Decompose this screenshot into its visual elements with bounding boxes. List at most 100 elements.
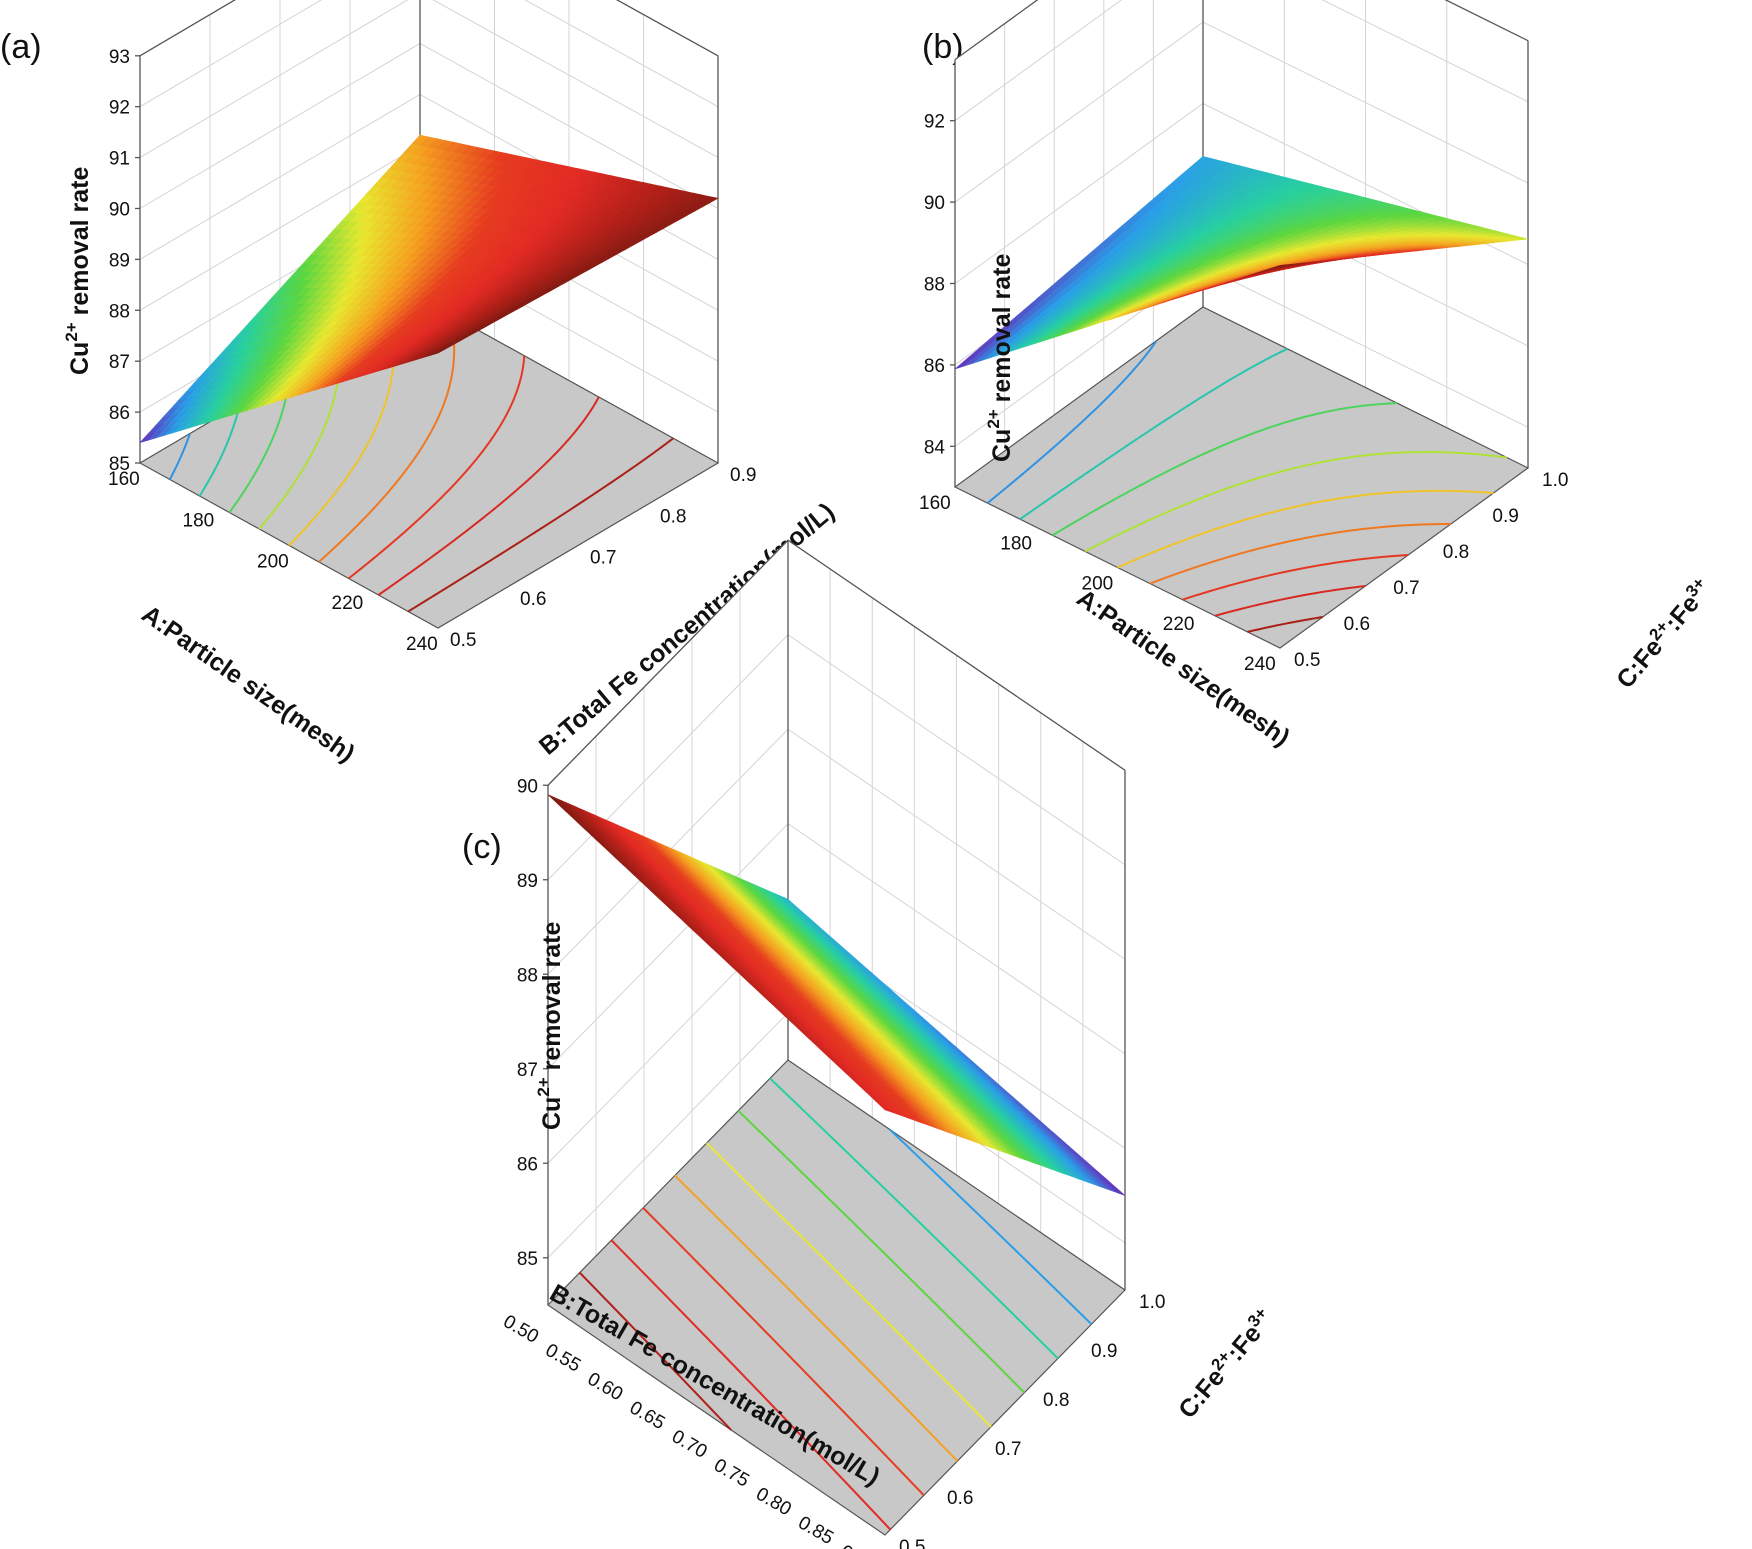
- panel-b-z-label: Cu2+ removal rate: [984, 254, 1016, 462]
- contour-line: [1117, 489, 1494, 569]
- surface-facet: [1108, 1184, 1126, 1196]
- y-tick-label: 0.5: [1294, 650, 1320, 671]
- y-tick-label: 0.5: [899, 1537, 925, 1549]
- contour-line: [578, 1271, 732, 1431]
- contour-line: [1214, 585, 1366, 617]
- z-tick-label: 90: [924, 193, 945, 214]
- z-tick-label: 88: [924, 275, 945, 296]
- x-tick-label: 0.60: [584, 1369, 627, 1406]
- left-wall: [548, 540, 788, 1305]
- contour-line: [705, 1142, 992, 1428]
- x-tick-label: 180: [1000, 533, 1032, 554]
- x-tick-label: 0.85: [794, 1512, 837, 1549]
- contour-line: [674, 1174, 959, 1462]
- z-tick-label: 92: [109, 98, 130, 119]
- panel-c: (c) 85 86 87 88 89 90 0.500.550.600.650.700.75…: [462, 539, 1280, 1549]
- panel-a-ticks: 85 86 87 88 89 90 91 92 93 160 180 200 220 240 0.5 0.6 0…: [108, 47, 756, 655]
- x-tick-label: 200: [257, 552, 289, 573]
- y-tick-label: 0.9: [1091, 1341, 1117, 1362]
- surface-facet: [1512, 236, 1529, 241]
- contour-line: [377, 396, 600, 596]
- panel-c-z-label: Cu2+ removal rate: [534, 922, 566, 1130]
- x-tick-label: 0.65: [626, 1397, 669, 1434]
- panel-c-surface: [547, 794, 1126, 1196]
- panel-c-floor: [547, 1059, 1126, 1536]
- contour-line: [642, 1207, 925, 1497]
- y-tick-label: 0.5: [450, 630, 476, 651]
- z-tick-label: 85: [517, 1249, 538, 1270]
- contour-line: [888, 1128, 1093, 1325]
- panel-c-grid: [547, 539, 1126, 1305]
- y-tick-label: 1.0: [1139, 1292, 1165, 1313]
- x-tick-label: 180: [183, 510, 215, 531]
- y-tick-label: 1.0: [1542, 470, 1568, 491]
- z-tick-label: 84: [924, 437, 946, 458]
- z-tick-label: 85: [109, 454, 130, 475]
- z-gridline: [139, 0, 719, 108]
- panel-c-y-label: C:Fe2+:Fe3+: [1172, 1304, 1280, 1424]
- z-tick-label: 90: [517, 776, 538, 797]
- z-tick-label: 86: [924, 356, 945, 377]
- y-tick-label: 0.6: [947, 1488, 973, 1509]
- z-tick-label: 89: [517, 871, 538, 892]
- z-tick-label: 88: [517, 965, 538, 986]
- z-gridline: [139, 0, 719, 159]
- panel-a-label: (a): [0, 28, 42, 66]
- x-tick-label: 0.80: [752, 1484, 795, 1521]
- z-tick-label: 87: [109, 352, 130, 373]
- panel-b-surface: [954, 156, 1529, 370]
- z-tick-label: 90: [109, 200, 130, 221]
- contour-line: [1247, 616, 1323, 633]
- y-tick-label: 0.7: [1393, 578, 1419, 599]
- panel-b-ticks: 84 86 88 90 92 160 180 200 220 240 0.5 0.6 0.7 0.8 0.9…: [919, 112, 1568, 675]
- x-tick-label: 0.90: [837, 1541, 880, 1549]
- y-tick-label: 0.8: [1443, 542, 1469, 563]
- z-tick-label: 87: [517, 1060, 538, 1081]
- panel-b-floor: [953, 306, 1530, 649]
- x-tick-label: 160: [919, 493, 951, 514]
- z-gridline: [954, 0, 1529, 122]
- x-tick-label: 160: [108, 469, 140, 490]
- y-tick-label: 0.8: [1043, 1390, 1069, 1411]
- x-tick-label: 200: [1082, 574, 1114, 595]
- y-tick-label: 0.6: [520, 589, 546, 610]
- x-tick-label: 0.55: [542, 1340, 585, 1377]
- contour-line: [1019, 347, 1288, 521]
- y-tick-label: 0.8: [660, 506, 686, 527]
- contour-line: [347, 355, 526, 580]
- left-wall: [955, 0, 1203, 487]
- contour-line: [1182, 554, 1409, 601]
- z-tick-label: 86: [109, 403, 130, 424]
- panel-a-x-label: A:Particle size(mesh): [137, 600, 360, 768]
- x-tick-label: 220: [1163, 614, 1195, 635]
- x-tick-label: 0.70: [668, 1426, 711, 1463]
- y-tick-label: 0.9: [730, 465, 756, 486]
- x-tick-label: 0.75: [710, 1455, 753, 1492]
- x-tick-label: 240: [406, 634, 438, 655]
- contour-line: [168, 433, 191, 480]
- panel-b-y-label: C:Fe2+:Fe3+: [1610, 574, 1718, 694]
- y-tick-label: 0.7: [995, 1439, 1021, 1460]
- contour-line: [1084, 450, 1508, 553]
- panel-a-z-label: Cu2+ removal rate: [62, 167, 94, 375]
- z-tick-label: 93: [109, 47, 130, 68]
- z-tick-label: 92: [924, 112, 945, 133]
- z-tick-label: 89: [109, 250, 130, 271]
- y-tick-label: 0.7: [590, 548, 616, 569]
- floor-plane: [953, 306, 1530, 649]
- x-tick-label: 220: [332, 593, 364, 614]
- z-tick-label: 86: [517, 1154, 538, 1175]
- z-tick-label: 88: [109, 301, 130, 322]
- contour-line: [1051, 402, 1398, 537]
- contour-line: [407, 437, 674, 613]
- x-tick-label: 0.50: [500, 1311, 543, 1348]
- contour-line: [769, 1077, 1059, 1360]
- x-tick-label: 240: [1244, 654, 1276, 675]
- y-tick-label: 0.6: [1344, 614, 1370, 635]
- panel-a-surface: [139, 134, 719, 444]
- top-frame: [139, 0, 719, 57]
- contour-line: [1149, 523, 1451, 585]
- contour-line: [986, 340, 1158, 504]
